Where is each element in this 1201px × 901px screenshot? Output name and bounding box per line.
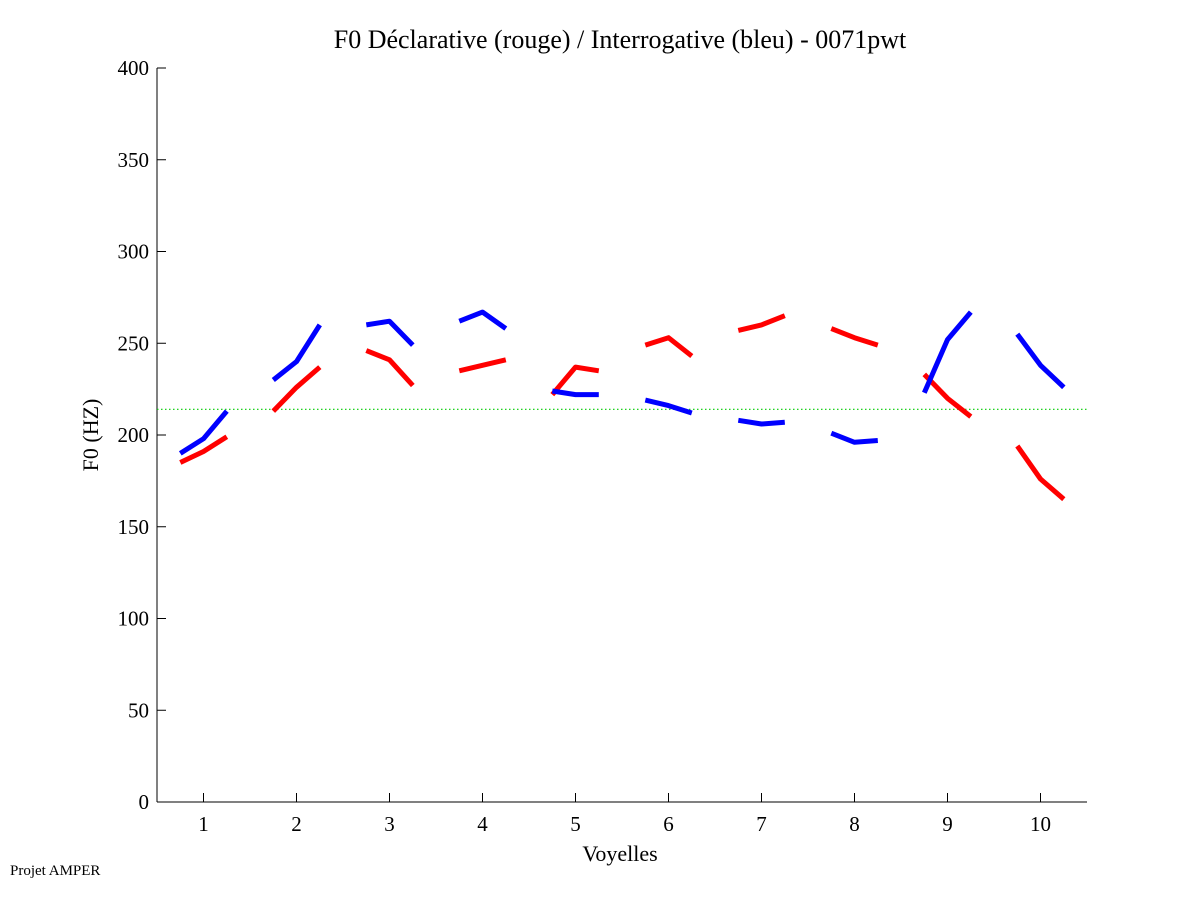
series-declarative-segment [365,348,415,388]
y-tick-label: 100 [118,607,150,631]
series-declarative-segment [737,313,786,333]
series-interrogative-segment [737,417,785,427]
y-tick-label: 300 [118,240,150,264]
chart-title: F0 Déclarative (rouge) / Interrogative (… [334,25,907,54]
series-interrogative-segment [458,309,508,331]
y-tick-label: 200 [118,423,150,447]
series-interrogative-segment [830,430,878,445]
x-tick-label: 3 [384,812,395,836]
x-tick-label: 8 [849,812,860,836]
y-tick-label: 0 [139,790,150,814]
x-tick-label: 4 [477,812,488,836]
series-declarative-segment [922,372,973,419]
y-tick-label: 250 [118,331,150,355]
y-tick-label: 350 [118,148,150,172]
y-tick-label: 400 [118,56,150,80]
series-declarative-segment [830,326,879,348]
series-interrogative-segment [551,388,599,398]
series-interrogative-segment [922,310,973,394]
series-declarative-segment [550,364,600,397]
series-interrogative-segment [178,409,229,456]
x-tick-label: 7 [756,812,767,836]
series-interrogative-segment [644,397,693,416]
x-axis-label: Voyelles [582,841,657,866]
y-axis-label: F0 (HZ) [78,399,103,472]
series-interrogative-segment [271,323,322,382]
series-declarative-segment [179,434,229,465]
series-declarative-segment [458,357,507,374]
axes: 0 50 100 150 200 250 300 350 400 1 2 3 4 5 6 7 8 9 10 [118,56,1087,836]
x-tick-label: 1 [198,812,209,836]
x-tick-label: 9 [942,812,953,836]
series-declarative-segment [644,335,694,359]
series-interrogative-segment [1015,332,1066,390]
x-tick-label: 5 [570,812,581,836]
x-tick-label: 2 [291,812,302,836]
footer-credit: Projet AMPER [10,863,101,879]
x-tick-label: 10 [1030,812,1051,836]
y-tick-label: 50 [128,698,149,722]
series-interrogative-segment [365,318,415,347]
series-group [178,309,1066,502]
y-tick-label: 150 [118,515,150,539]
series-declarative-segment [1015,444,1066,502]
series-declarative-segment [271,365,322,413]
x-tick-label: 6 [663,812,674,836]
